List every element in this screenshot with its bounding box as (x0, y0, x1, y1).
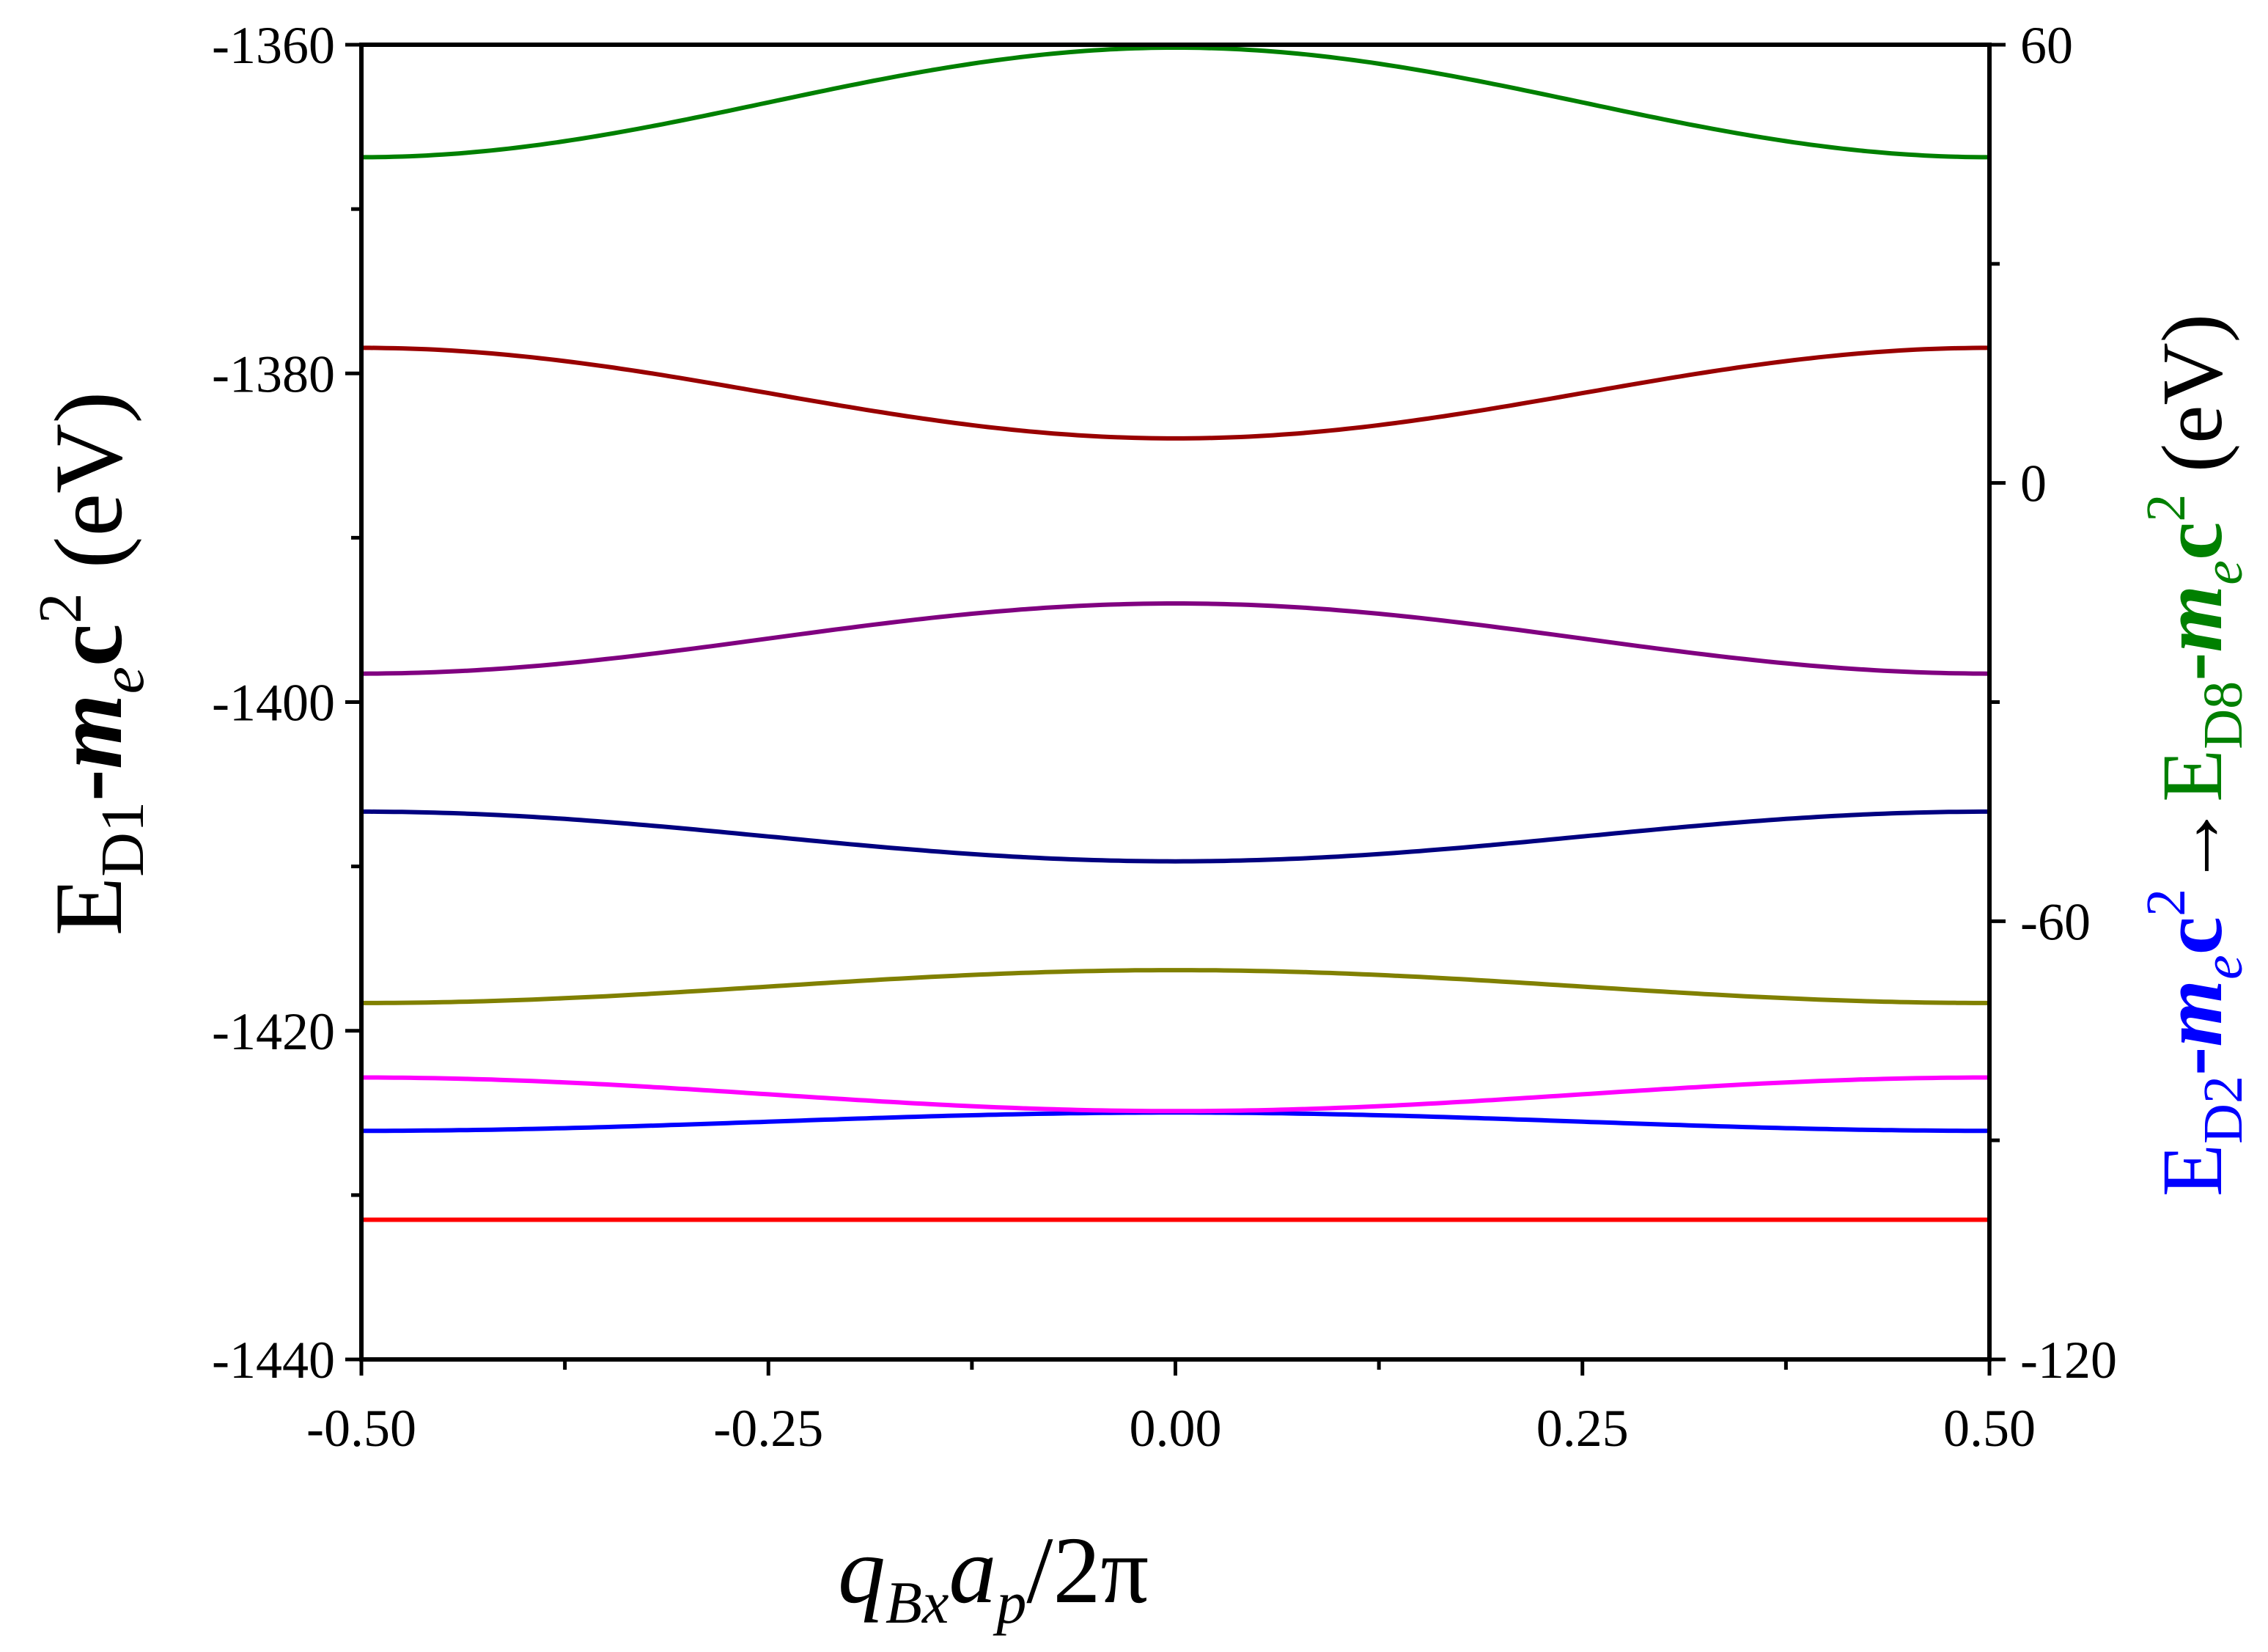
series-curves (359, 45, 1992, 1222)
series-line-d8 (359, 45, 1992, 160)
left-axis-title: ED1-mec2 (eV) (26, 392, 157, 936)
left-tick-label: -1440 (212, 1331, 335, 1389)
left-tick-label: -1380 (212, 345, 335, 403)
right-tick-label: -60 (2020, 892, 2091, 951)
x-label-tail: /2π (1026, 1518, 1149, 1623)
series-line-d3 (359, 1075, 1992, 1114)
x-label-q: q (838, 1518, 886, 1623)
x-tick-label: 0.00 (1130, 1399, 1222, 1458)
left-tick-label: -1360 (212, 16, 335, 75)
series-line-d6 (359, 601, 1992, 676)
right-axis-title: ED2-mec2→ED8-mec2 (eV) (2135, 314, 2254, 1197)
plot-frame (359, 43, 1992, 1362)
x-tick-label: 0.25 (1536, 1399, 1629, 1458)
x-axis-title: qBxap/2π (838, 1518, 1149, 1636)
right-tick-label: 0 (2020, 455, 2047, 513)
x-tick-label: 0.50 (1943, 1399, 2036, 1458)
x-label-a-sub: p (993, 1569, 1026, 1636)
right-tick-label: -120 (2020, 1331, 2117, 1389)
x-label-a: a (949, 1518, 996, 1623)
series-line-d5 (359, 809, 1992, 864)
left-tick-label: -1400 (212, 674, 335, 733)
x-tick-label: -0.25 (713, 1399, 823, 1458)
axis-ticks: -0.50 -0.25 0.00 0.25 0.50 -1440 -1420 -1400 -13… (212, 16, 2117, 1458)
x-tick-label: -0.50 (306, 1399, 416, 1458)
right-tick-label: 60 (2020, 16, 2073, 75)
series-line-d7 (359, 345, 1992, 441)
series-line-d4 (359, 968, 1992, 1005)
left-tick-label: -1420 (212, 1002, 335, 1061)
x-label-q-sub: Bx (886, 1569, 949, 1636)
series-line-d2 (359, 1110, 1992, 1134)
